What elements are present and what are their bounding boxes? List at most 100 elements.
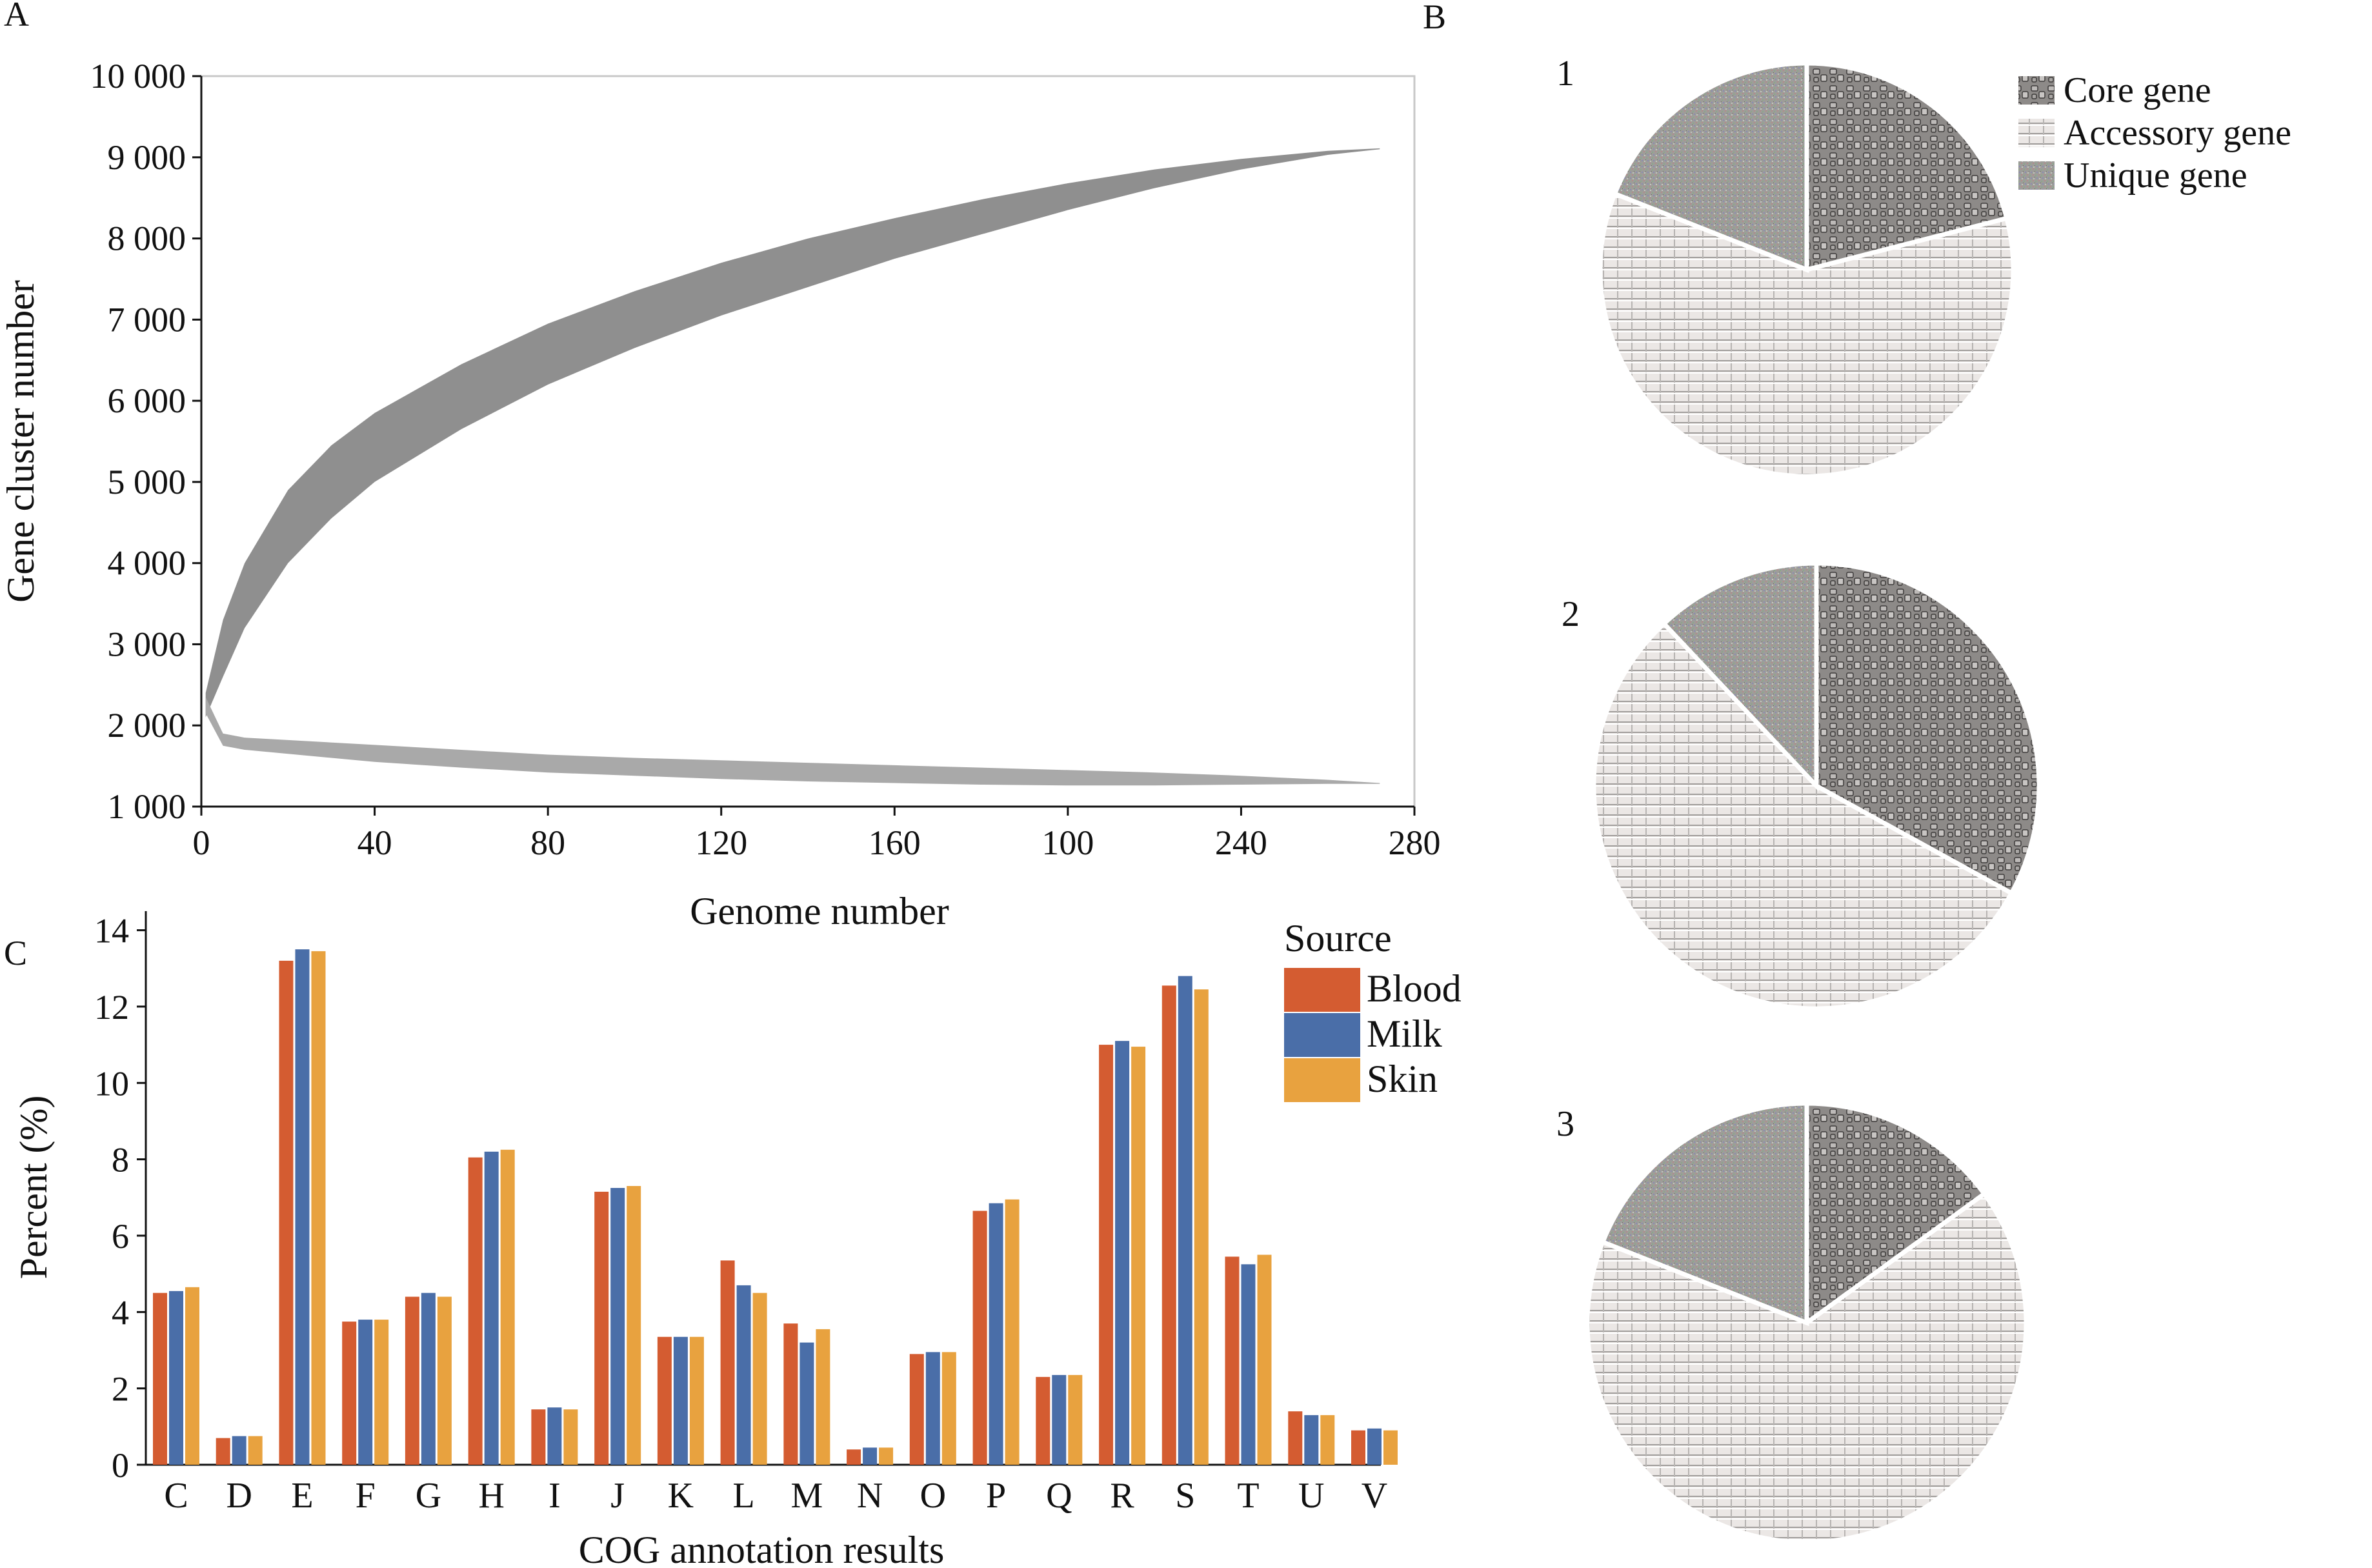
x-category-label: N [857, 1476, 883, 1516]
bar-milk-D [232, 1436, 246, 1465]
x-category-label: S [1175, 1476, 1195, 1516]
x-category-label: G [416, 1476, 441, 1516]
bar-skin-J [627, 1186, 641, 1465]
x-tick-label: 280 [1389, 823, 1441, 862]
y-tick-label: 12 [94, 988, 129, 1027]
pie-slice-core [1804, 1101, 1987, 1327]
bar-skin-P [1005, 1199, 1020, 1465]
legend-label-accessory: Accessory gene [2064, 113, 2291, 153]
y-axis-title: Gene cluster number [0, 280, 42, 603]
y-tick-label: 2 000 [108, 706, 186, 745]
y-tick-label: 14 [94, 912, 129, 950]
y-tick-label: 10 [94, 1064, 129, 1103]
legend-label-core: Core gene [2064, 70, 2211, 110]
bar-skin-N [879, 1447, 894, 1465]
bar-milk-V [1367, 1428, 1382, 1465]
bar-milk-T [1241, 1264, 1256, 1465]
band-lower [205, 697, 1380, 786]
y-tick-label: 5 000 [108, 463, 186, 501]
bar-skin-V [1383, 1430, 1398, 1465]
bar-skin-M [816, 1329, 830, 1465]
legend-label-blood: Blood [1367, 967, 1462, 1010]
bar-blood-U [1288, 1411, 1303, 1465]
bar-skin-K [689, 1336, 704, 1465]
bar-milk-M [799, 1342, 814, 1465]
x-category-label: M [790, 1476, 823, 1516]
x-tick-label: 100 [1041, 823, 1094, 862]
bar-blood-Q [1036, 1376, 1050, 1465]
y-axis-title: Percent (%) [12, 1096, 55, 1280]
bar-blood-S [1161, 985, 1176, 1465]
y-tick-label: 9 000 [108, 138, 186, 177]
bar-milk-C [169, 1291, 183, 1465]
x-category-label: L [733, 1476, 755, 1516]
bar-blood-P [972, 1211, 987, 1465]
x-tick-label: 120 [695, 823, 747, 862]
bar-blood-C [153, 1292, 167, 1465]
x-category-label: K [668, 1476, 694, 1516]
x-category-label: P [986, 1476, 1006, 1516]
panel-label-b: B [1423, 0, 1446, 36]
bar-milk-J [610, 1188, 625, 1465]
x-tick-label: 40 [357, 823, 392, 862]
x-category-label: T [1237, 1476, 1259, 1516]
bar-blood-G [405, 1296, 419, 1465]
pie-label: 2 [1562, 594, 1580, 634]
legend-title: Source [1284, 917, 1392, 960]
bar-skin-H [500, 1149, 515, 1465]
bar-skin-C [185, 1287, 199, 1465]
bar-blood-H [468, 1157, 483, 1465]
bar-blood-J [594, 1191, 609, 1465]
bar-milk-R [1115, 1041, 1130, 1465]
x-category-label: H [478, 1476, 504, 1516]
bar-skin-T [1257, 1254, 1272, 1465]
legend-swatch-skin [1284, 1058, 1360, 1102]
bar-blood-V [1351, 1430, 1365, 1465]
y-tick-label: 8 000 [108, 219, 186, 258]
pie-1: 1 [1556, 54, 2016, 479]
x-category-label: I [548, 1476, 561, 1516]
y-tick-label: 4 000 [108, 544, 186, 583]
panel-label-c: C [4, 934, 27, 972]
pie-slice-unique [1611, 61, 1809, 274]
bar-milk-E [295, 949, 310, 1465]
bar-skin-F [374, 1320, 389, 1465]
pie-label: 1 [1556, 54, 1574, 94]
bar-skin-S [1194, 989, 1209, 1465]
x-tick-label: 240 [1215, 823, 1267, 862]
bar-milk-P [989, 1203, 1003, 1465]
pan-genome-curve-chart: 1 000 2 000 3 000 4 000 5 000 6 000 7 000 8 000… [0, 57, 1441, 932]
pie-slice-core [1814, 561, 2042, 896]
pie-slice-unique [1600, 1101, 1809, 1327]
bar-blood-T [1225, 1256, 1240, 1465]
x-axis-title: Genome number [690, 890, 949, 932]
bar-skin-G [437, 1296, 452, 1465]
x-tick-label: 80 [530, 823, 565, 862]
x-category-label: F [356, 1476, 376, 1516]
bar-milk-N [863, 1447, 878, 1465]
bar-milk-L [736, 1285, 751, 1465]
bar-skin-I [563, 1409, 578, 1465]
bar-skin-Q [1068, 1374, 1083, 1465]
bar-blood-K [657, 1336, 672, 1465]
legend-label-unique: Unique gene [2064, 156, 2247, 196]
x-tick-label: 0 [193, 823, 210, 862]
bar-milk-G [421, 1292, 436, 1465]
panel-label-a: A [4, 0, 29, 34]
x-category-label: U [1298, 1476, 1324, 1516]
legend-label-skin: Skin [1367, 1058, 1438, 1100]
bar-skin-U [1320, 1415, 1335, 1465]
bar-skin-E [311, 951, 326, 1465]
bar-skin-D [248, 1436, 263, 1465]
bar-skin-O [941, 1352, 956, 1465]
y-tick-label: 6 000 [108, 381, 186, 420]
y-tick-label: 0 [112, 1446, 129, 1485]
pie-slice-core [1804, 61, 2010, 273]
y-tick-label: 10 000 [90, 57, 186, 95]
bar-blood-I [531, 1409, 546, 1465]
y-tick-label: 2 [112, 1370, 129, 1409]
